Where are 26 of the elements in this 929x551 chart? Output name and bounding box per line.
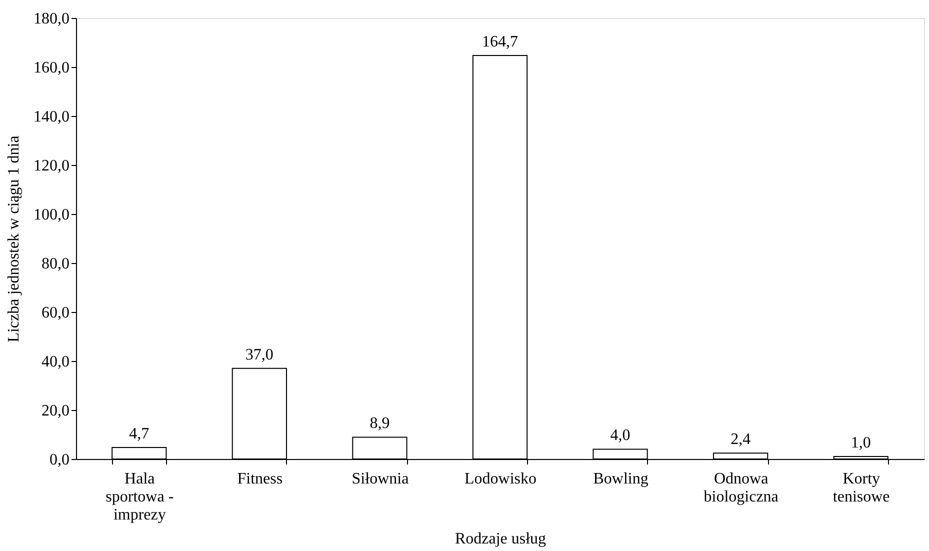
y-tick-label: 20,0 <box>42 402 70 420</box>
data-label: 1,0 <box>850 434 871 452</box>
x-tick-label: Korty tenisowe <box>832 470 890 506</box>
x-tick-label: Bowling <box>593 470 648 488</box>
y-tick-label: 0,0 <box>50 452 70 468</box>
x-tick-label: Hala sportowa - imprezy <box>106 470 174 524</box>
y-tick-label: 40,0 <box>42 354 70 370</box>
y-tick-label: 100,0 <box>34 206 70 224</box>
y-tick-label: 140,0 <box>34 108 70 126</box>
y-tick-label: 180,0 <box>34 10 70 28</box>
y-tick-label: 60,0 <box>42 304 70 322</box>
data-label: 2,4 <box>730 431 751 448</box>
data-label: 164,7 <box>482 33 518 50</box>
data-label: 4,7 <box>129 425 150 442</box>
x-tick-label: Fitness <box>237 470 283 488</box>
y-tick-label: 120,0 <box>34 158 70 174</box>
x-tick-label: Lodowisko <box>464 470 536 488</box>
x-tick-label: Odnowa biologiczna <box>704 470 778 506</box>
y-tick-label: 160,0 <box>34 60 70 76</box>
y-tick-label: 80,0 <box>42 256 70 272</box>
data-label: 4,0 <box>610 427 630 444</box>
data-label: 37,0 <box>245 346 274 364</box>
y-axis-title: Liczba jednostek w ciągu 1 dnia <box>6 136 22 342</box>
x-tick-label: Siłownia <box>352 470 409 488</box>
data-label: 8,9 <box>370 415 390 432</box>
x-axis-title: Rodzaje usług <box>454 530 546 548</box>
